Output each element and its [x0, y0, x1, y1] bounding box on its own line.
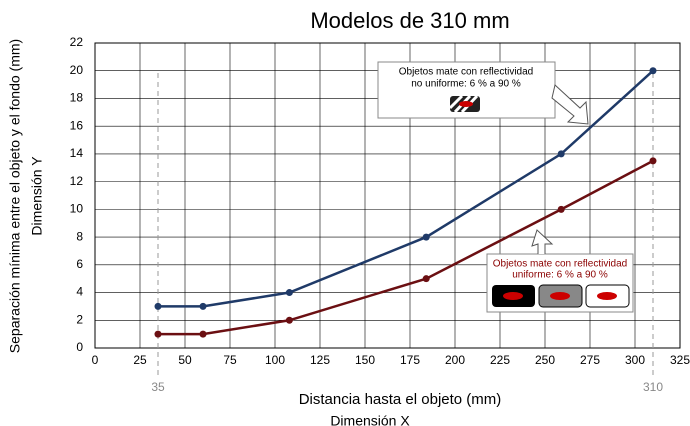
point: [154, 302, 162, 310]
y-tick-label: 6: [76, 257, 83, 271]
y-tick-label: 4: [76, 285, 83, 299]
y-tick-label: 18: [70, 91, 84, 105]
annotation-box: [486, 229, 634, 313]
x-tick-label: 225: [490, 353, 510, 367]
annotation-text: no uniforme: 6 % a 90 %: [411, 79, 521, 90]
x-tick-label: 50: [178, 353, 192, 367]
x-tick-label: 175: [400, 353, 420, 367]
x-tick-label: 75: [223, 353, 237, 367]
x-tick-label: 100: [265, 353, 285, 367]
x-tick-label: 0: [92, 353, 99, 367]
y-tick-label: 8: [76, 229, 83, 243]
x-tick-label: 250: [535, 353, 555, 367]
annotation-box: [377, 61, 589, 125]
point: [422, 233, 430, 241]
x-tick-label: 25: [133, 353, 147, 367]
annotation-text: Objetos mate con reflectividad: [493, 259, 628, 270]
y-tick-label: 10: [70, 202, 84, 216]
point: [199, 330, 207, 338]
point: [557, 205, 565, 213]
x-axis-label: Dimensión X: [330, 413, 410, 426]
y-axis-label: Separación mínima entre el objeto y el f…: [7, 39, 23, 353]
x-tick-label: 325: [670, 353, 690, 367]
line: [158, 159, 654, 336]
annotation-text: uniforme: 6 % a 90 %: [512, 270, 608, 281]
marker-label: 35: [151, 380, 165, 394]
annotation-text: Objetos mate con reflectividad: [399, 67, 534, 78]
point: [649, 157, 657, 165]
line: [158, 69, 654, 308]
y-tick-label: 22: [70, 35, 84, 49]
x-tick-label: 300: [625, 353, 645, 367]
y-tick-label: 20: [70, 63, 84, 77]
chart-title: Modelos de 310 mm: [310, 8, 509, 33]
x-axis-label: Distancia hasta el objeto (mm): [299, 391, 502, 408]
point: [285, 289, 293, 297]
marker-label: 310: [643, 380, 663, 394]
x-tick-label: 275: [580, 353, 600, 367]
y-tick-label: 14: [70, 146, 84, 160]
x-tick-label: 125: [310, 353, 330, 367]
x-tick-label: 150: [355, 353, 375, 367]
x-tick-label: 200: [445, 353, 465, 367]
point: [422, 275, 430, 283]
y-tick-label: 2: [76, 312, 83, 326]
point: [557, 150, 565, 158]
y-tick-label: 16: [70, 118, 84, 132]
y-tick-label: 0: [76, 340, 83, 354]
y-axis-label: Dimensión Y: [29, 156, 45, 236]
point: [154, 330, 162, 338]
point: [199, 302, 207, 310]
point: [649, 67, 657, 75]
point: [285, 316, 293, 324]
y-tick-label: 12: [70, 174, 84, 188]
